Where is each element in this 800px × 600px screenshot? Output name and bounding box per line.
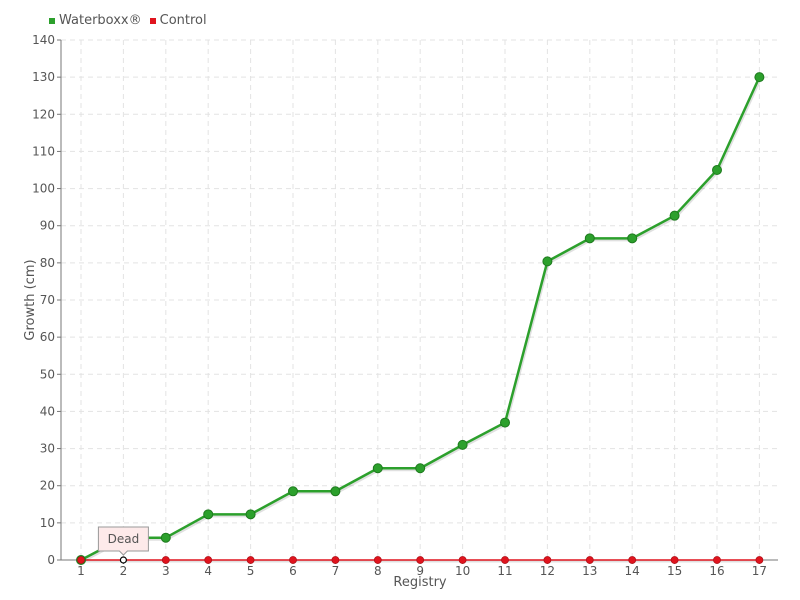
data-point-waterboxx[interactable] [372, 463, 383, 474]
data-point-waterboxx[interactable] [712, 165, 722, 175]
legend-swatch-waterboxx [49, 17, 55, 24]
annotation-box [97, 526, 149, 556]
x-tick-label: 17 [752, 564, 767, 578]
data-point-waterboxx[interactable] [457, 439, 468, 450]
grid [61, 39, 778, 560]
x-tick-label: 11 [497, 564, 512, 578]
data-point-control[interactable] [585, 556, 594, 564]
data-point-control[interactable] [458, 556, 467, 564]
data-point-control[interactable] [331, 556, 340, 564]
x-tick-label: 8 [374, 564, 382, 578]
data-point-control[interactable] [628, 556, 637, 564]
data-point-control[interactable] [246, 556, 255, 564]
legend-item-control[interactable]: Control [149, 13, 207, 28]
data-point-control[interactable] [670, 556, 679, 564]
data-point-control[interactable] [77, 556, 85, 564]
x-tick-label: 10 [455, 564, 470, 578]
y-tick-label: 0 [47, 553, 55, 567]
y-tick-label: 30 [40, 442, 55, 456]
data-point-control[interactable] [543, 556, 552, 564]
y-tick-label: 50 [40, 367, 55, 381]
data-point-waterboxx[interactable] [330, 486, 341, 497]
data-point-control[interactable] [373, 556, 382, 564]
x-tick-label: 16 [709, 564, 724, 578]
x-tick-label: 9 [416, 564, 424, 578]
data-point-control[interactable] [713, 556, 721, 564]
data-point-waterboxx[interactable] [288, 486, 298, 497]
y-tick-label: 140 [32, 33, 55, 47]
x-tick-label: 4 [204, 564, 212, 578]
data-point-waterboxx[interactable] [415, 463, 426, 474]
legend-label-control: Control [159, 13, 207, 28]
y-axis-label: Growth (cm) [23, 259, 38, 340]
x-tick-label: 2 [120, 564, 128, 578]
legend-item-waterboxx[interactable]: Waterboxx® [49, 13, 142, 28]
legend-label-waterboxx: Waterboxx® [59, 13, 142, 28]
data-point-waterboxx[interactable] [542, 256, 553, 267]
data-point-waterboxx[interactable] [500, 417, 510, 428]
x-tick-label: 7 [332, 564, 340, 578]
data-point-waterboxx[interactable] [160, 532, 171, 543]
data-point-control[interactable] [204, 556, 213, 564]
x-tick-label: 1 [77, 564, 85, 578]
data-point-waterboxx[interactable] [203, 509, 214, 520]
data-point-waterboxx[interactable] [245, 509, 256, 520]
y-tick-label: 100 [32, 182, 55, 196]
legend-swatch-control [149, 17, 156, 24]
x-tick-label: 3 [162, 564, 170, 578]
annotation-text: Dead [108, 532, 140, 546]
x-axis-label: Registry [393, 575, 447, 590]
x-tick-label: 12 [540, 564, 555, 578]
data-point-waterboxx[interactable] [584, 233, 595, 244]
y-tick-label: 10 [40, 516, 55, 530]
data-point-control[interactable] [416, 556, 425, 564]
data-point-control[interactable] [161, 556, 170, 564]
y-tick-label: 130 [32, 70, 55, 84]
data-point-control[interactable] [289, 556, 297, 564]
data-point-control[interactable] [755, 556, 764, 564]
data-point-waterboxx[interactable] [754, 72, 765, 83]
x-tick-label: 6 [289, 564, 297, 578]
y-tick-label: 120 [32, 107, 55, 121]
y-tick-label: 80 [40, 256, 55, 270]
x-tick-label: 13 [582, 564, 597, 578]
x-tick-label: 14 [625, 564, 640, 578]
y-tick-label: 110 [32, 144, 55, 158]
x-tick-label: 5 [247, 564, 255, 578]
legend: Waterboxx® Control [49, 13, 215, 28]
data-point-control[interactable] [119, 556, 128, 564]
y-tick-label: 60 [40, 330, 55, 344]
data-point-waterboxx[interactable] [627, 233, 638, 244]
y-tick-label: 70 [40, 293, 55, 307]
annotation-callout: Dead [97, 526, 149, 556]
y-tick-label: 90 [40, 219, 55, 233]
x-tick-label: 15 [667, 564, 682, 578]
data-point-control[interactable] [501, 556, 509, 564]
y-tick-label: 40 [40, 404, 55, 418]
data-point-waterboxx[interactable] [669, 210, 680, 221]
annotations: Dead [97, 526, 149, 556]
y-tick-label: 20 [40, 479, 55, 493]
